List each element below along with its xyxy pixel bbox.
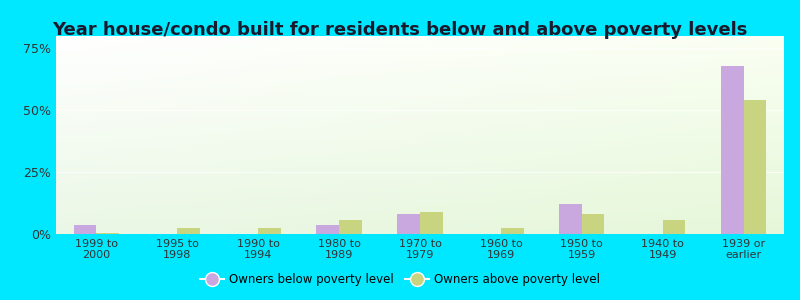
Bar: [582, 214, 605, 234]
Bar: [721, 66, 743, 234]
Bar: [743, 100, 766, 234]
Bar: [662, 220, 686, 234]
Bar: [398, 214, 420, 234]
Bar: [501, 228, 523, 234]
Bar: [317, 225, 339, 234]
Bar: [74, 225, 97, 234]
Bar: [559, 204, 582, 234]
Bar: [178, 228, 200, 234]
Bar: [97, 233, 119, 234]
Legend: Owners below poverty level, Owners above poverty level: Owners below poverty level, Owners above…: [196, 269, 604, 291]
Bar: [420, 212, 442, 234]
Bar: [339, 220, 362, 234]
Bar: [258, 228, 281, 234]
Text: Year house/condo built for residents below and above poverty levels: Year house/condo built for residents bel…: [52, 21, 748, 39]
